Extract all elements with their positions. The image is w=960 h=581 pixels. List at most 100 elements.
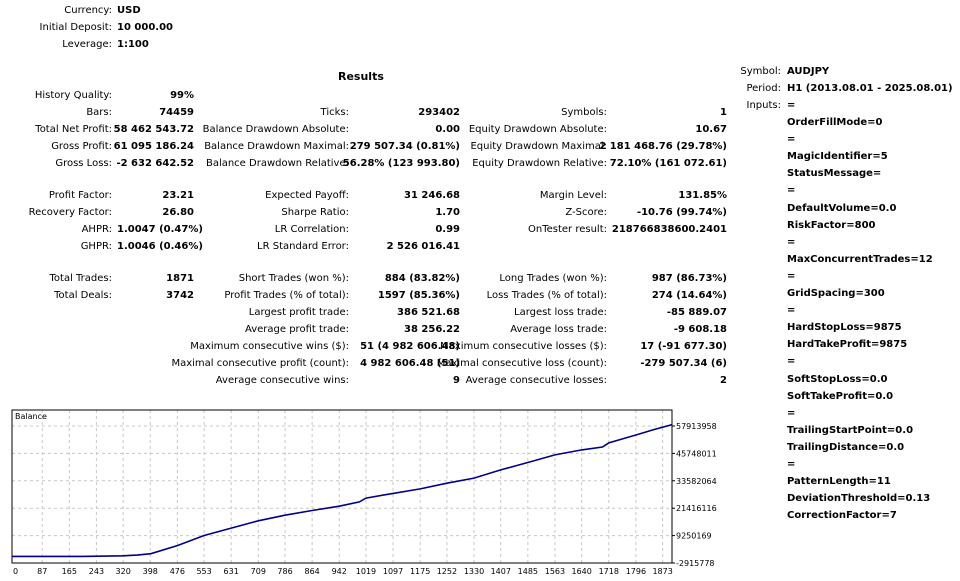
balance-line [12, 423, 673, 558]
x-tick-label: 1252 [437, 567, 457, 576]
stat-label: Maximal consecutive loss (count): [436, 358, 607, 369]
stat-value: 61 095 186.24 [113, 141, 194, 152]
x-tick-label: 942 [332, 567, 347, 576]
x-tick-label: 709 [251, 567, 266, 576]
x-tick-label: 1718 [599, 567, 619, 576]
stat-value: 9 [453, 375, 460, 386]
stat-value: 2 [720, 375, 727, 386]
input-param: PatternLength=11 [787, 476, 891, 488]
x-tick-label: 553 [196, 567, 211, 576]
balance-chart: Balance -2915778 9250169 21416116 33582064 4… [11, 409, 717, 576]
stat-label: Balance Drawdown Relative: [205, 158, 349, 169]
stat-value: -279 507.34 (6) [640, 358, 727, 369]
stat-value: -10.76 (99.74%) [636, 207, 727, 218]
stat-label: Average consecutive wins: [215, 375, 349, 386]
input-param: RiskFactor=800 [787, 219, 876, 231]
stat-label: Long Trades (won %): [499, 273, 607, 284]
stat-value: 2 181 468.76 (29.78%) [599, 141, 727, 152]
stat-value: 23.21 [162, 190, 194, 201]
input-param: StatusMessage= [787, 168, 882, 180]
stat-label: Recovery Factor: [28, 207, 112, 218]
x-tick-label: 786 [277, 567, 292, 576]
stat-value: 1597 (85.36%) [377, 290, 460, 301]
stat-label: LR Correlation: [274, 224, 349, 235]
stat-value: 279 507.34 (0.81%) [349, 141, 460, 152]
period-value: H1 (2013.08.01 - 2025.08.01) [787, 83, 953, 94]
x-tick-label: 1407 [491, 567, 511, 576]
x-axis-ticks: 0 87 165 243 320 398 476 553 631 709 786 864 942 1019… [13, 567, 673, 576]
chart-frame [11, 409, 673, 564]
input-param: DefaultVolume=0.0 [787, 202, 897, 214]
input-param: = [787, 185, 796, 197]
stat-value: 3742 [166, 290, 194, 301]
stat-label: Gross Loss: [55, 158, 112, 169]
stat-label: Average profit trade: [244, 324, 349, 335]
initial-deposit-label: Initial Deposit: [39, 22, 112, 33]
x-tick-label: 398 [143, 567, 158, 576]
stat-value: 1871 [166, 273, 194, 284]
x-tick-label: 1563 [545, 567, 565, 576]
stat-value: 51 (4 982 606.48) [360, 341, 460, 352]
stat-label: Profit Trades (% of total): [224, 290, 349, 301]
stat-label: Ticks: [320, 107, 349, 118]
stat-label: Balance Drawdown Maximal: [204, 141, 349, 152]
y-tick-label: -2915778 [676, 559, 715, 568]
x-tick-label: 320 [116, 567, 131, 576]
stat-value: 987 (86.73%) [651, 273, 727, 284]
currency-value: USD [117, 5, 141, 16]
stat-value: -9 608.18 [673, 324, 727, 335]
x-tick-label: 1640 [572, 567, 592, 576]
y-tick-label: 33582064 [676, 477, 717, 486]
x-tick-label: 1873 [652, 567, 672, 576]
symbol-value: AUDJPY [787, 66, 830, 77]
input-param: = [787, 356, 796, 368]
symbol-label: Symbol: [740, 66, 781, 77]
input-param: DeviationThreshold=0.13 [787, 493, 931, 505]
stat-value: 0.00 [435, 124, 460, 135]
results-title: Results [338, 70, 384, 83]
input-param: OrderFillMode=0 [787, 117, 883, 128]
x-tick-label: 1019 [356, 567, 376, 576]
stat-label: Bars: [86, 107, 112, 118]
stat-value: 1 [720, 107, 727, 118]
stat-label: Short Trades (won %): [238, 273, 349, 284]
stat-label: GHPR: [80, 241, 112, 252]
stat-value: 1.70 [435, 207, 460, 218]
stat-label: Balance Drawdown Absolute: [202, 124, 349, 135]
stat-label: Total Deals: [54, 290, 112, 301]
stat-value: 131.85% [678, 190, 727, 201]
stat-value: 1.0046 (0.46%) [117, 241, 203, 252]
x-tick-label: 0 [13, 567, 18, 576]
stat-label: History Quality: [34, 90, 112, 101]
stat-value: 0.99 [435, 224, 460, 235]
stat-label: Equity Drawdown Relative: [472, 158, 607, 169]
x-tick-label: 1485 [518, 567, 538, 576]
stat-value: 38 256.22 [404, 324, 460, 335]
stat-label: AHPR: [81, 224, 112, 235]
stat-value: 31 246.68 [404, 190, 460, 201]
input-param: = [787, 270, 796, 282]
leverage-value: 1:100 [117, 39, 149, 50]
stat-label: Z-Score: [565, 207, 607, 218]
stat-label: LR Standard Error: [257, 241, 349, 252]
leverage-label: Leverage: [62, 39, 112, 50]
input-param: GridSpacing=300 [787, 288, 885, 299]
input-param: = [787, 305, 796, 317]
x-tick-label: 631 [224, 567, 239, 576]
input-param: SoftStopLoss=0.0 [787, 373, 888, 385]
stat-label: OnTester result: [527, 224, 607, 235]
input-param: CorrectionFactor=7 [787, 510, 897, 522]
input-param: TrailingDistance=0.0 [787, 441, 905, 453]
stat-value: -85 889.07 [666, 307, 727, 318]
stat-label: Average consecutive losses: [465, 375, 607, 386]
stat-label: Profit Factor: [48, 190, 112, 201]
x-tick-label: 1796 [626, 567, 646, 576]
stat-label: Average loss trade: [510, 324, 607, 335]
stat-value: 274 (14.64%) [651, 290, 727, 301]
stat-value: 386 521.68 [397, 307, 460, 318]
inputs-first: = [787, 100, 796, 111]
input-param: HardStopLoss=9875 [787, 322, 902, 334]
x-tick-label: 1175 [410, 567, 430, 576]
stat-label: Equity Drawdown Maximal: [470, 141, 607, 152]
stat-value: 56.28% (123 993.80) [342, 158, 460, 169]
